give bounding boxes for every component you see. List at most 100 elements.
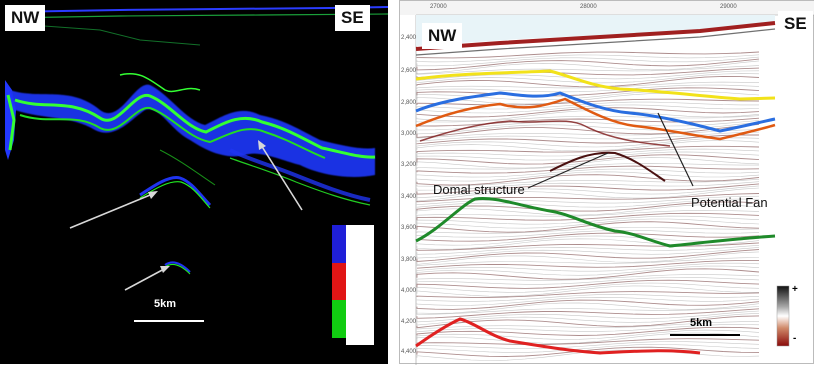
texture-line bbox=[416, 251, 760, 265]
domal-reflector bbox=[139, 181, 211, 209]
texture-line bbox=[416, 75, 760, 88]
reflector-band bbox=[10, 84, 375, 177]
texture-line bbox=[416, 341, 760, 349]
texture-line bbox=[416, 87, 760, 97]
texture-line bbox=[416, 296, 760, 306]
texture-line bbox=[416, 262, 760, 272]
texture-line bbox=[416, 123, 760, 138]
texture-line bbox=[416, 84, 760, 93]
left-seismic-image bbox=[4, 6, 388, 345]
texture-line bbox=[416, 110, 760, 122]
texture-line bbox=[416, 277, 760, 285]
colorbar-swatch bbox=[332, 225, 346, 263]
top-axis bbox=[400, 1, 814, 15]
colorbar-swatch bbox=[332, 263, 346, 300]
texture-line bbox=[416, 265, 760, 276]
horizon-line bbox=[4, 6, 388, 13]
horizon-line bbox=[14, 93, 376, 159]
domal-structure-label: Domal structure bbox=[433, 182, 525, 197]
horizon-line bbox=[6, 94, 16, 151]
horizon-line bbox=[19, 106, 326, 159]
texture-line bbox=[416, 282, 760, 293]
colorbar-legend-area bbox=[346, 225, 374, 345]
texture-line bbox=[416, 168, 760, 178]
yellow-horizon bbox=[415, 69, 776, 101]
depth-tick: 3,600 bbox=[401, 225, 417, 231]
texture-line bbox=[416, 129, 760, 139]
deep-reflector bbox=[164, 263, 191, 275]
texture-line bbox=[416, 115, 760, 123]
texture-line bbox=[416, 218, 760, 229]
blue-horizon bbox=[415, 91, 776, 133]
texture-line bbox=[416, 247, 760, 259]
texture-line bbox=[416, 187, 760, 202]
se-label: SE bbox=[335, 5, 370, 31]
texture-line bbox=[416, 221, 760, 233]
texture-line bbox=[416, 81, 760, 89]
texture-line bbox=[416, 90, 760, 101]
texture-line bbox=[416, 249, 760, 262]
top-axis-tick: 27000 bbox=[430, 4, 447, 10]
texture-line bbox=[416, 201, 760, 212]
texture-line bbox=[416, 245, 760, 255]
depth-tick: 2,600 bbox=[401, 68, 417, 74]
texture-line bbox=[416, 268, 760, 280]
texture-line bbox=[416, 117, 760, 127]
depth-tick: 4,400 bbox=[401, 349, 417, 355]
depth-tick: 3,800 bbox=[401, 257, 417, 263]
texture-line bbox=[416, 122, 760, 135]
texture-line bbox=[416, 140, 760, 152]
texture-line bbox=[416, 329, 760, 340]
texture-line bbox=[416, 235, 760, 246]
depth-tick: 3,400 bbox=[401, 194, 417, 200]
domal-reflector bbox=[549, 151, 666, 182]
nw-label: NW bbox=[422, 23, 463, 49]
top-axis-tick: 29000 bbox=[720, 4, 737, 10]
amplitude-colorbar bbox=[776, 285, 790, 347]
texture-line bbox=[416, 257, 760, 266]
texture-line bbox=[416, 299, 760, 310]
right-seismic-panel: NW SE 27000 28000 29000 2,400 2,600 2,80… bbox=[399, 0, 814, 365]
texture-line bbox=[416, 279, 760, 289]
texture-line bbox=[416, 326, 760, 336]
texture-line bbox=[416, 171, 760, 182]
texture-line bbox=[416, 181, 760, 191]
texture-line bbox=[416, 210, 760, 217]
texture-line bbox=[416, 274, 760, 281]
texture-line bbox=[416, 107, 760, 118]
right-seismic-image bbox=[400, 1, 814, 365]
texture-line bbox=[416, 73, 760, 84]
texture-line bbox=[416, 229, 760, 238]
texture-line bbox=[416, 242, 760, 251]
texture-line bbox=[416, 148, 760, 157]
texture-line bbox=[416, 185, 760, 199]
nw-label: NW bbox=[5, 5, 46, 31]
domal-reflector bbox=[139, 175, 212, 207]
arrow-icon bbox=[69, 191, 158, 229]
texture-line bbox=[416, 154, 760, 165]
texture-line bbox=[416, 65, 760, 75]
texture-line bbox=[416, 324, 760, 333]
texture-line bbox=[416, 227, 760, 234]
texture-line bbox=[416, 302, 760, 314]
green-horizon bbox=[415, 196, 776, 248]
texture-line bbox=[416, 321, 759, 330]
arrow-icon bbox=[124, 266, 170, 291]
left-seismic-panel: NW SE 5km bbox=[0, 0, 388, 364]
texture-line bbox=[416, 291, 760, 298]
arrow-icon bbox=[258, 140, 303, 211]
seafloor-horizon bbox=[415, 21, 776, 51]
potential-fan-label: Potential Fan bbox=[691, 195, 768, 210]
scale-label: 5km bbox=[154, 298, 177, 310]
texture-line bbox=[416, 54, 760, 63]
texture-line bbox=[416, 238, 760, 250]
texture-line bbox=[416, 306, 760, 315]
se-label: SE bbox=[778, 11, 813, 37]
texture-line bbox=[416, 56, 760, 67]
depth-tick: 4,200 bbox=[401, 319, 417, 325]
orange-horizon bbox=[415, 97, 776, 141]
depth-tick: 3,200 bbox=[401, 162, 417, 168]
depth-tick: 4,000 bbox=[401, 288, 417, 294]
texture-line bbox=[416, 70, 760, 81]
texture-line bbox=[416, 60, 760, 75]
